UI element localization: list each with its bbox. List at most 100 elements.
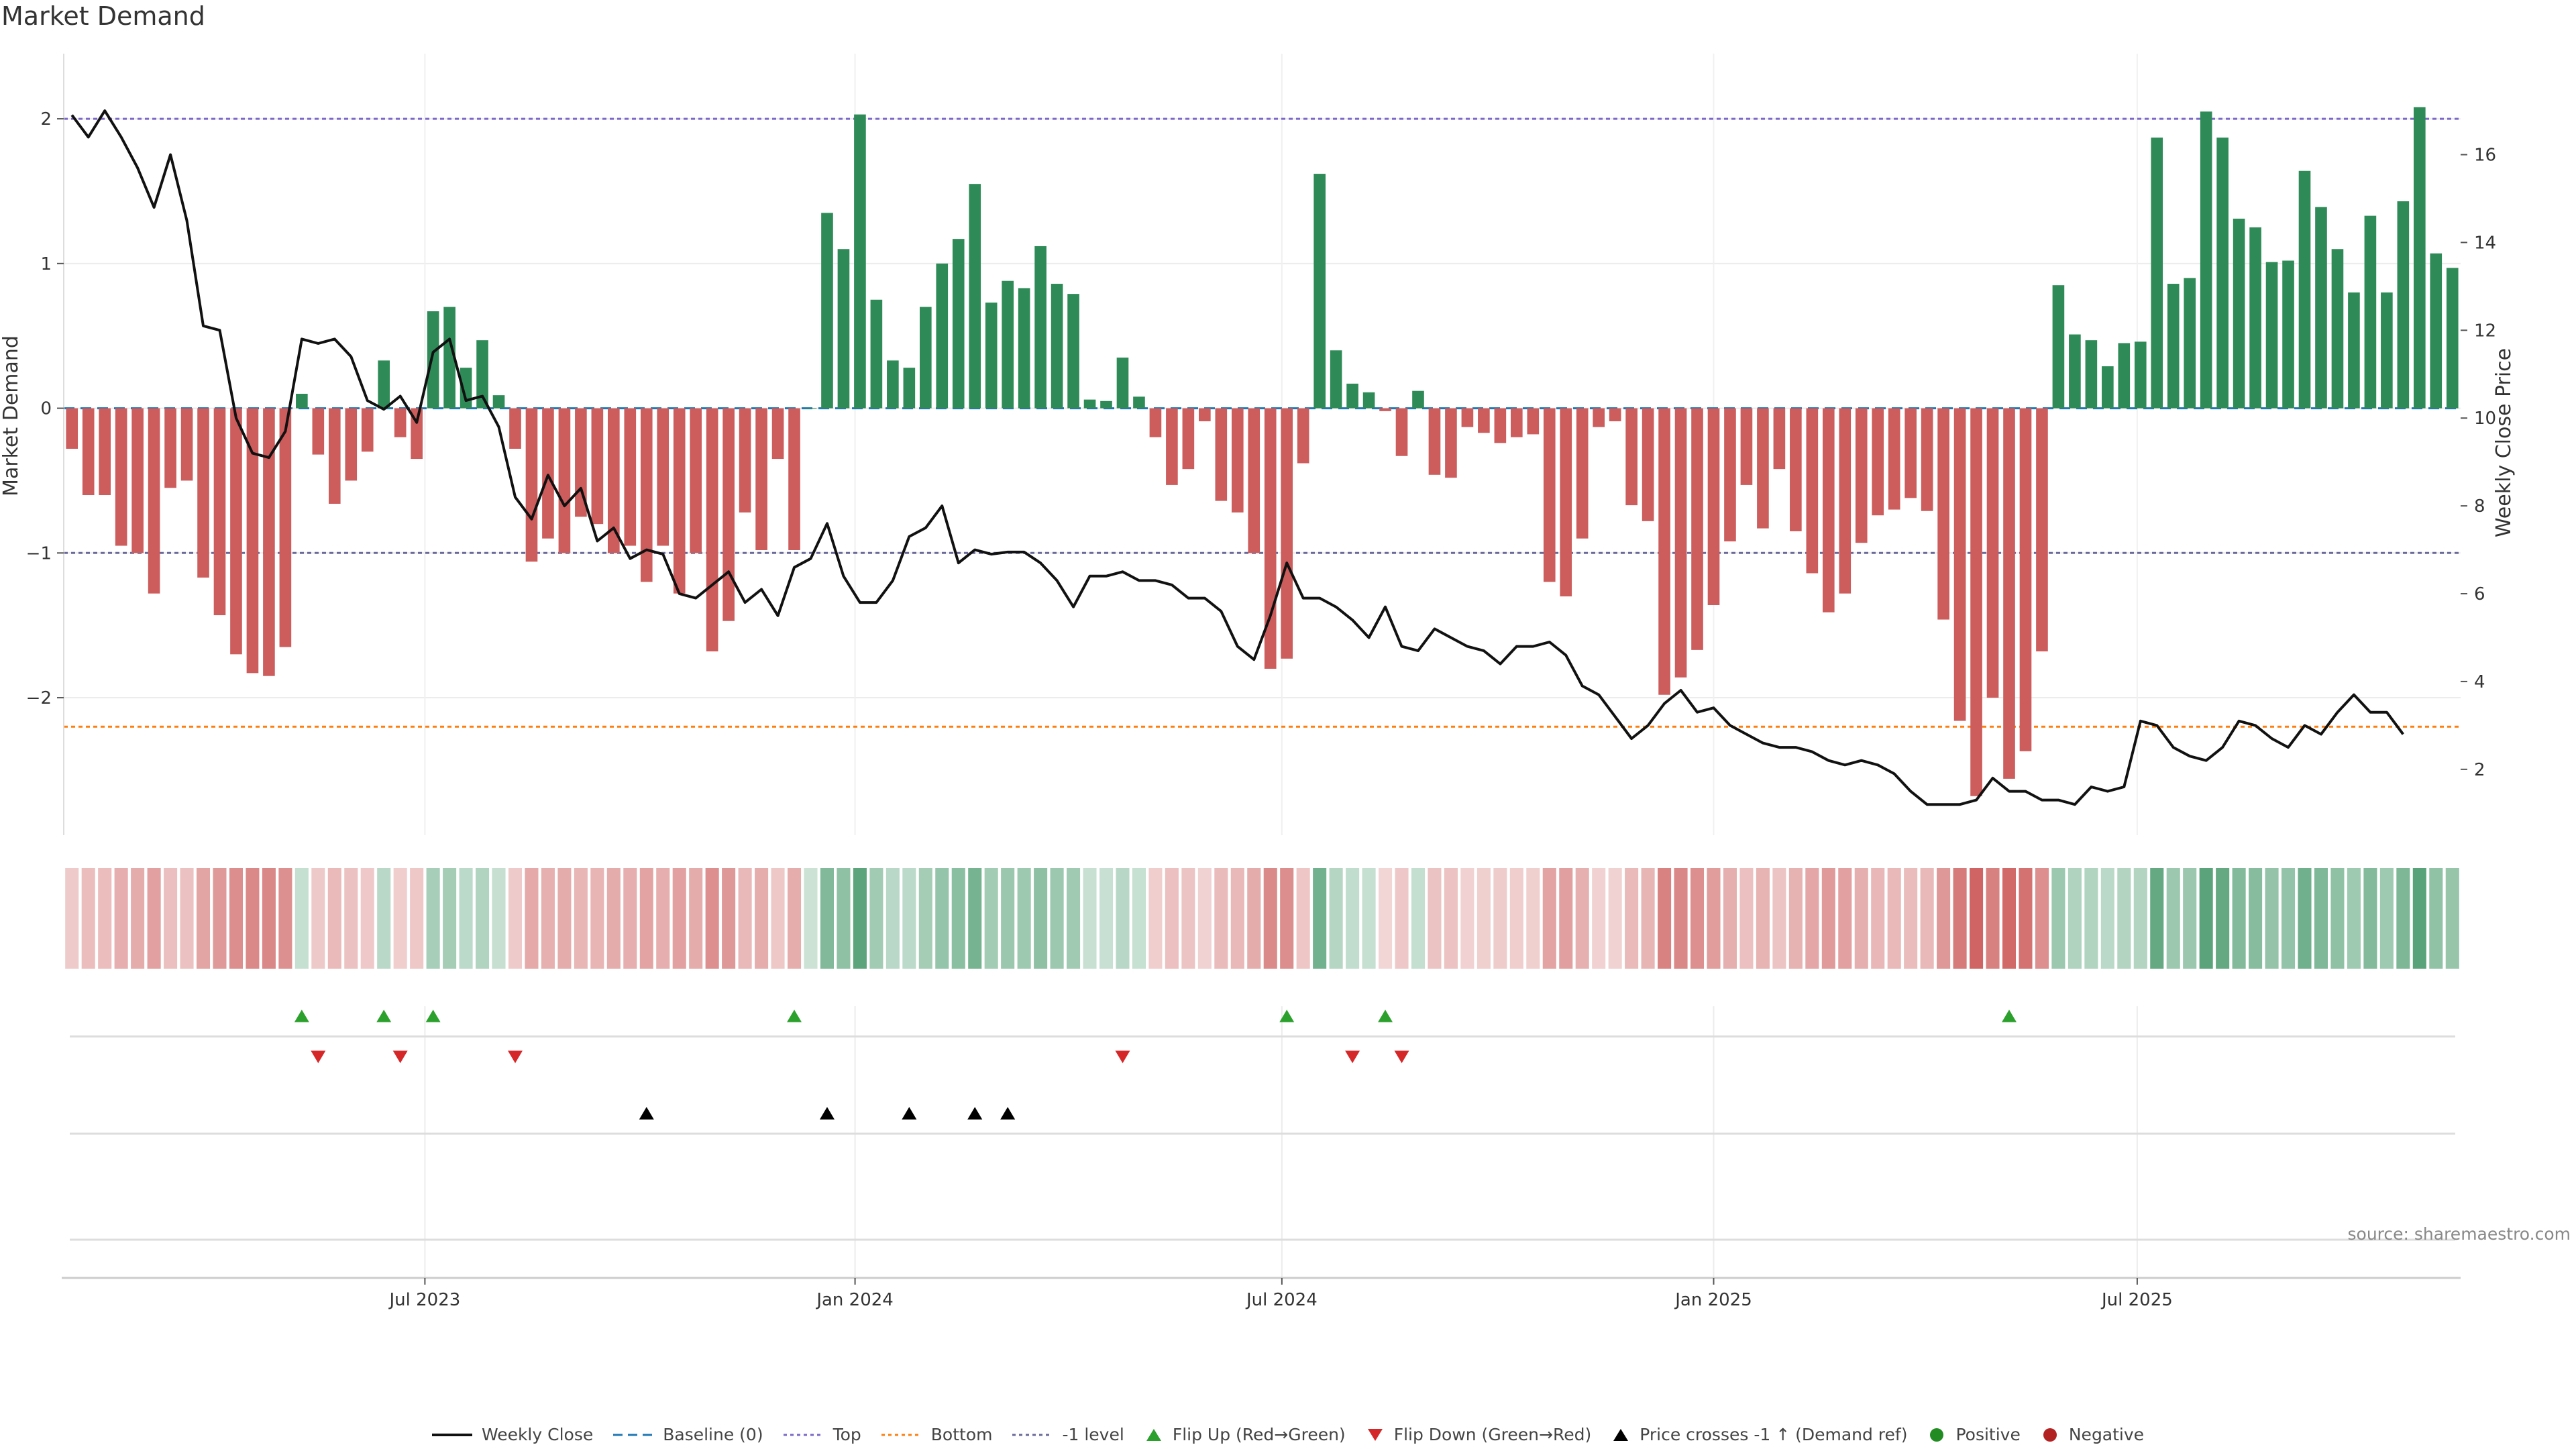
strip-cell: [1148, 868, 1163, 969]
demand-bar: [706, 408, 718, 652]
demand-bar: [1248, 408, 1260, 553]
event-markers: [70, 1010, 2455, 1241]
strip-cell: [557, 868, 572, 969]
price-cross-marker: [967, 1107, 983, 1120]
strip-cell: [1887, 868, 1901, 969]
demand-bar: [755, 408, 767, 550]
strip-cell: [1592, 868, 1606, 969]
strip-cell: [311, 868, 325, 969]
demand-bar: [1281, 408, 1293, 659]
strip-cell: [1723, 868, 1737, 969]
strip-cell: [1099, 868, 1114, 969]
legend-item-minus-one: -1 level: [1012, 1425, 1124, 1444]
x-tick-label: Jul 2024: [1245, 1290, 1318, 1310]
strip-cell: [1050, 868, 1064, 969]
demand-bar: [2348, 292, 2360, 409]
strip-cell: [1625, 868, 1639, 969]
strip-cell: [1132, 868, 1146, 969]
demand-bar: [1904, 408, 1917, 498]
strip-cell: [1379, 868, 1393, 969]
demand-bar: [673, 408, 686, 594]
demand-bar: [411, 408, 423, 460]
demand-bar: [2233, 218, 2245, 409]
strip-cell: [722, 868, 736, 969]
strip-cell: [2183, 868, 2197, 969]
strip-cell: [327, 868, 341, 969]
strip-cell: [1904, 868, 1918, 969]
strip-cell: [262, 868, 276, 969]
demand-bar: [1560, 408, 1572, 597]
legend-label: Bottom: [930, 1425, 993, 1444]
legend-item-bottom: Bottom: [881, 1425, 993, 1444]
strip-cell: [1247, 868, 1261, 969]
positive-legend-swatch: [1930, 1428, 1944, 1442]
demand-bar: [788, 408, 800, 550]
strip-cell: [278, 868, 292, 969]
demand-bar: [2184, 278, 2196, 409]
demand-bar: [492, 395, 505, 409]
price-cross-marker: [639, 1107, 654, 1120]
demand-bar: [2315, 207, 2327, 409]
strip-cell: [1575, 868, 1589, 969]
strip-cell: [2051, 868, 2065, 969]
strip-cell: [492, 868, 506, 969]
demand-bar: [1740, 408, 1753, 485]
demand-bar: [1051, 284, 1063, 409]
y-tick-label-left: 2: [40, 109, 52, 129]
demand-bar: [345, 408, 358, 481]
flip-up-marker: [1378, 1010, 1393, 1022]
legend-label: -1 level: [1062, 1425, 1124, 1444]
demand-bar: [2102, 366, 2114, 409]
strip-cell: [2347, 868, 2361, 969]
strip-cell: [525, 868, 539, 969]
demand-bar: [312, 408, 325, 455]
demand-bar: [1346, 383, 1358, 409]
strip-cell: [2396, 868, 2410, 969]
flip-up-marker: [1279, 1010, 1295, 1022]
legend-label: Top: [833, 1425, 861, 1444]
price-cross-marker: [1000, 1107, 1016, 1120]
demand-bar: [722, 408, 735, 621]
demand-bar: [148, 408, 160, 594]
strip-cell: [869, 868, 883, 969]
flip-up-marker: [2002, 1010, 2017, 1022]
strip-cell: [1756, 868, 1770, 969]
demand-bar: [394, 408, 407, 437]
demand-bar: [2265, 262, 2278, 409]
demand-bar: [115, 408, 127, 546]
strip-cell: [2199, 868, 2213, 969]
demand-bar: [542, 408, 554, 539]
strip-cell: [755, 868, 769, 969]
price-cross-legend-swatch: [1613, 1428, 1629, 1441]
strip-cell: [672, 868, 686, 969]
demand-bar: [1625, 408, 1638, 506]
demand-bar: [1083, 399, 1096, 409]
demand-bar: [1806, 408, 1819, 574]
legend-label: Positive: [1955, 1425, 2021, 1444]
demand-bar: [2414, 107, 2426, 409]
strip-cell: [147, 868, 161, 969]
demand-bar: [66, 408, 78, 449]
demand-bar: [1511, 408, 1523, 437]
legend-label: Negative: [2068, 1425, 2145, 1444]
strip-cell: [1411, 868, 1426, 969]
strip-cell: [229, 868, 243, 969]
strip-cell: [1871, 868, 1885, 969]
price-cross-marker: [819, 1107, 835, 1120]
strip-cell: [2084, 868, 2098, 969]
strip-cell: [918, 868, 932, 969]
strip-cell: [2232, 868, 2246, 969]
strip-cell: [820, 868, 835, 969]
y-tick-label-right: 2: [2474, 760, 2485, 780]
strip-cell: [1559, 868, 1573, 969]
demand-bar: [1149, 408, 1162, 437]
demand-bar: [2282, 260, 2294, 409]
strip-cell: [574, 868, 588, 969]
minus-one-legend-swatch: [1012, 1434, 1053, 1436]
demand-bar: [1576, 408, 1589, 539]
strip-cell: [984, 868, 998, 969]
legend-item-flip-down: Flip Down (Green→Red): [1366, 1425, 1591, 1444]
demand-bar: [476, 340, 488, 409]
strip-cell: [2216, 868, 2230, 969]
